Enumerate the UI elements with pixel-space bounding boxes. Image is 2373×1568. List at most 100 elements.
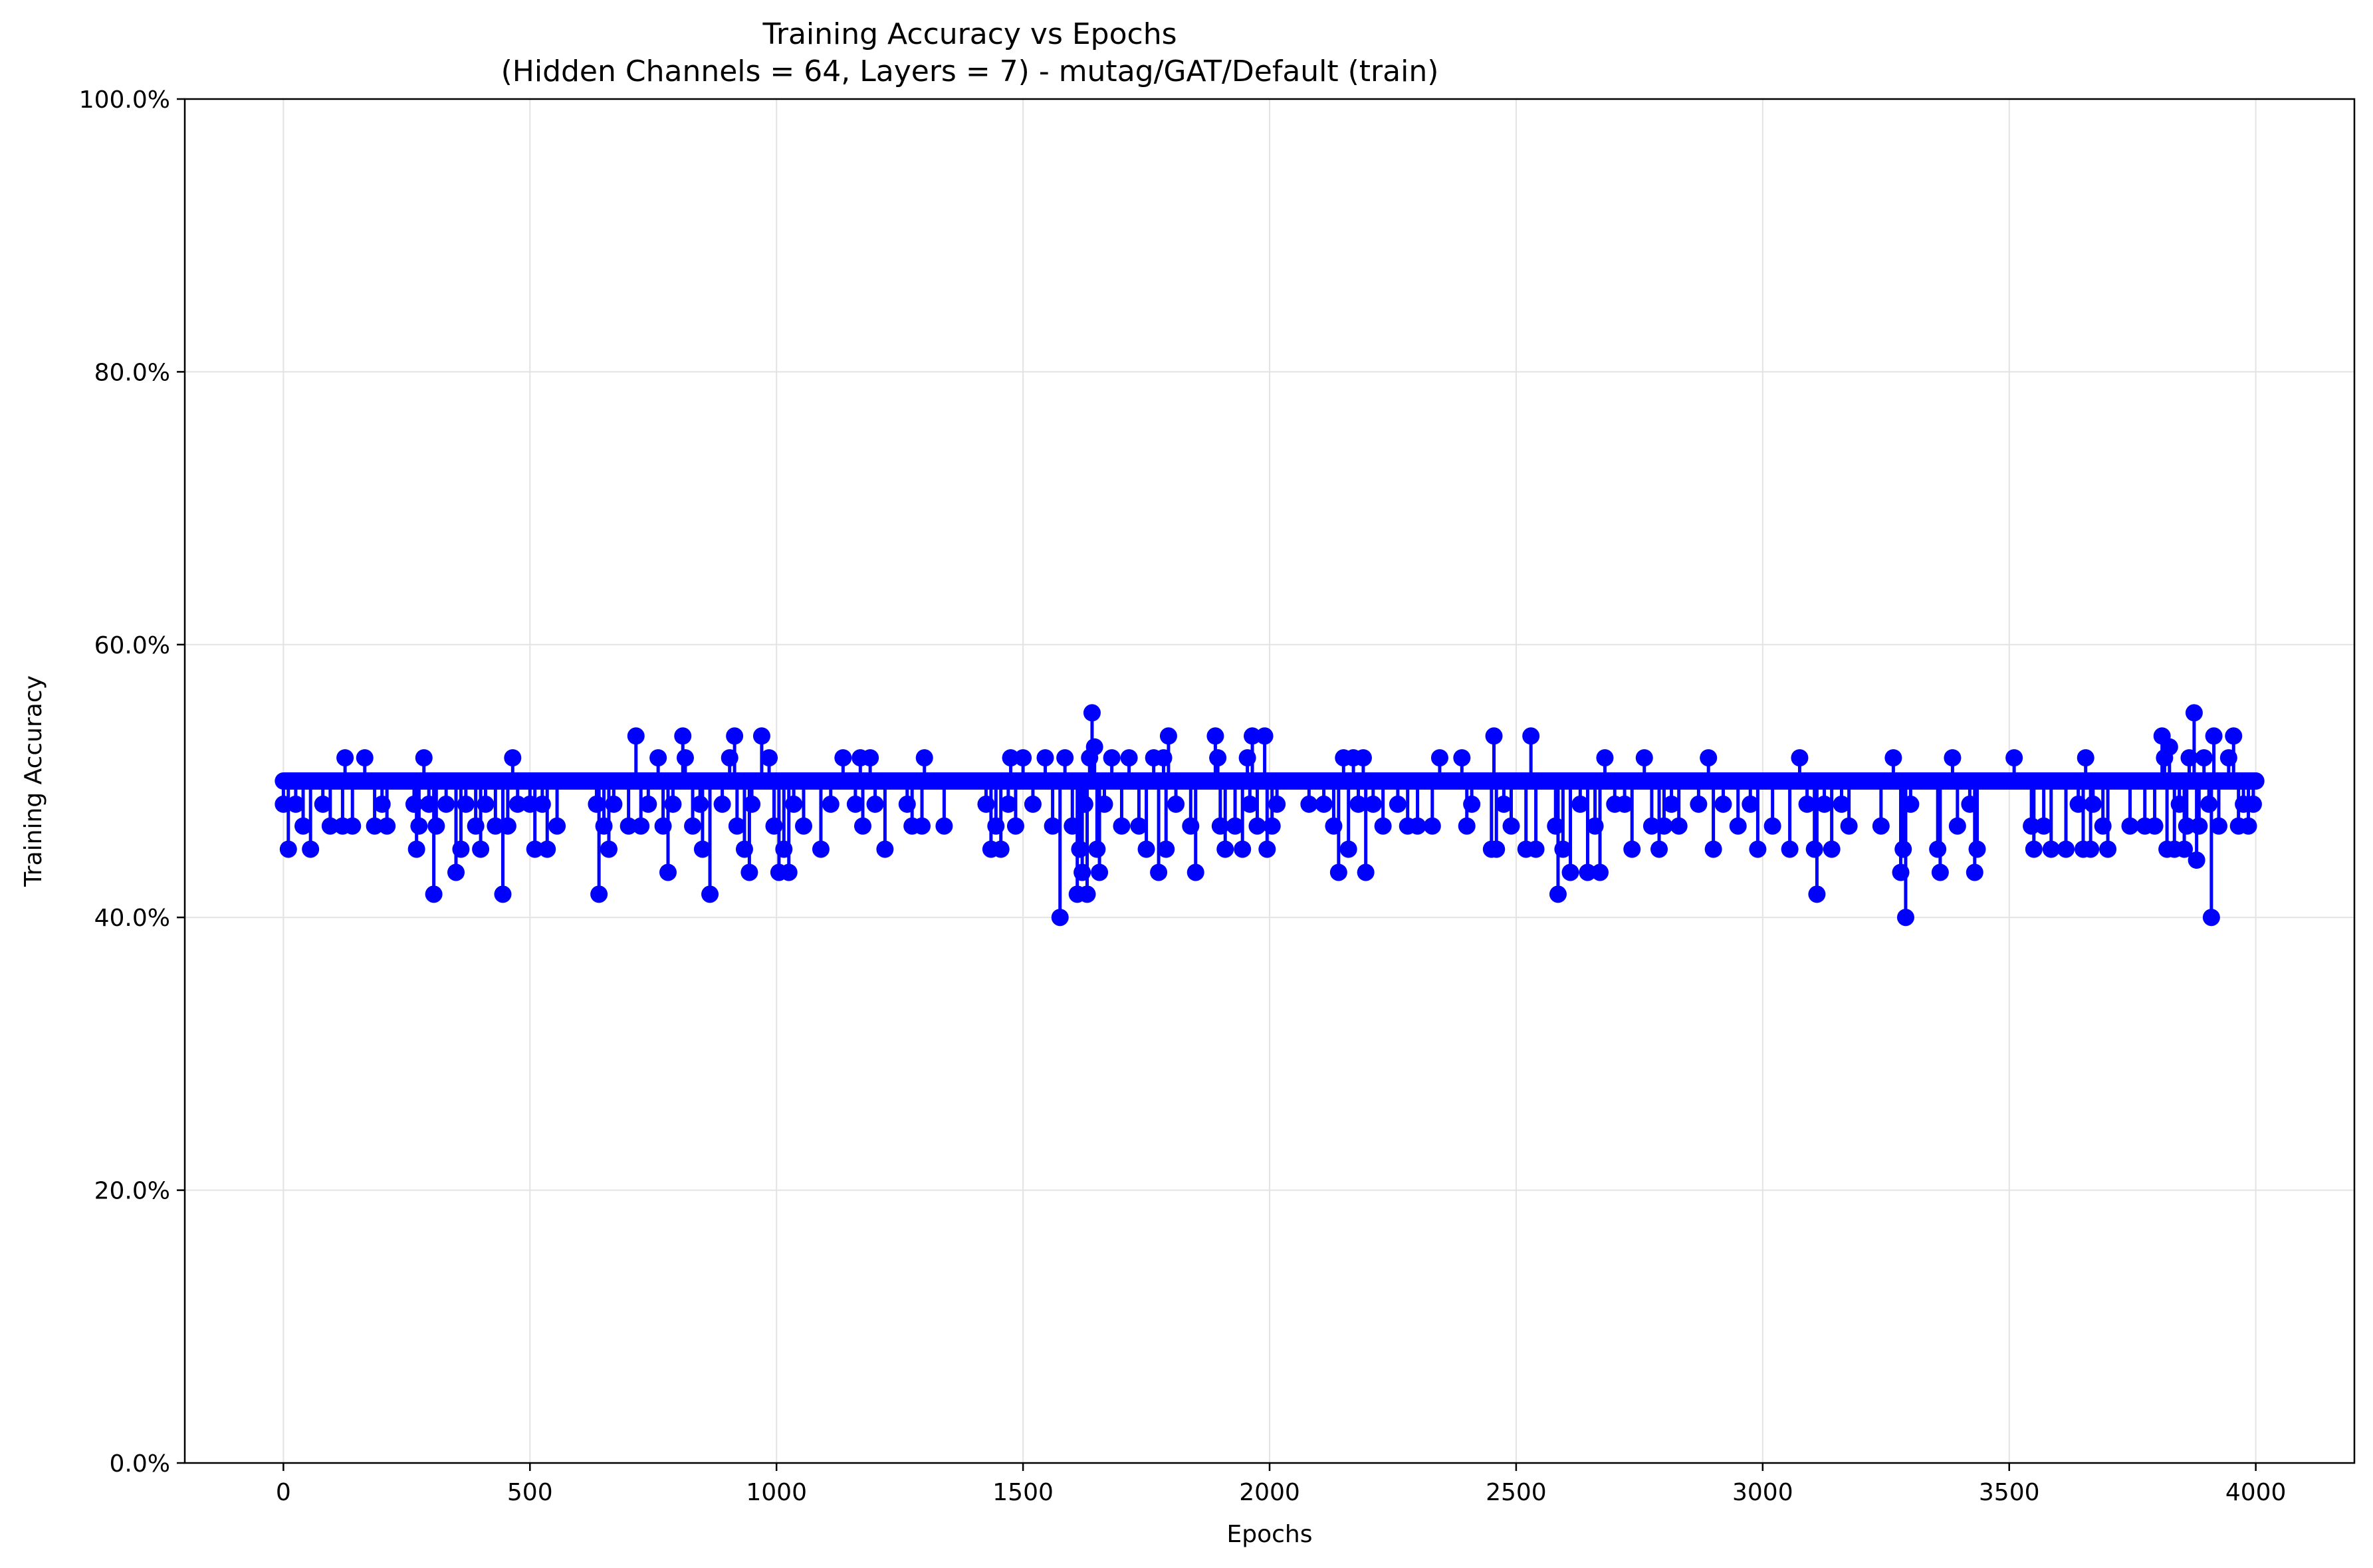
data-point <box>286 795 304 813</box>
x-tick-label: 3500 <box>1979 1479 2040 1506</box>
data-point <box>1642 817 1660 835</box>
data-point <box>1071 840 1089 858</box>
data-point <box>1453 749 1471 767</box>
data-point <box>1137 840 1155 858</box>
data-point <box>302 840 320 858</box>
x-tick-label: 2000 <box>1239 1479 1300 1506</box>
data-point <box>1211 817 1229 835</box>
data-point <box>1389 795 1407 813</box>
data-point <box>1157 840 1175 858</box>
data-point <box>427 817 445 835</box>
data-point <box>2146 817 2164 835</box>
y-tick-label: 60.0% <box>94 632 170 659</box>
data-point <box>595 817 613 835</box>
data-point <box>1206 727 1224 745</box>
data-point <box>275 795 292 813</box>
x-tick-label: 2500 <box>1486 1479 1547 1506</box>
data-point <box>1002 749 1020 767</box>
data-point <box>494 885 512 903</box>
data-point <box>1791 749 1809 767</box>
data-point <box>1159 727 1177 745</box>
data-point <box>627 727 645 745</box>
data-point <box>1781 840 1799 858</box>
data-point <box>405 795 423 813</box>
data-point <box>1662 795 1680 813</box>
data-point <box>812 840 830 858</box>
data-point <box>913 817 931 835</box>
x-tick-label: 0 <box>276 1479 291 1506</box>
data-point <box>1931 863 1949 881</box>
data-point <box>1409 817 1426 835</box>
data-point <box>538 840 556 858</box>
data-point <box>2190 817 2208 835</box>
data-point <box>1561 863 1579 881</box>
data-point <box>1244 727 1262 745</box>
data-point <box>740 863 758 881</box>
data-point <box>548 817 566 835</box>
data-point <box>477 795 495 813</box>
data-point <box>1113 817 1131 835</box>
y-tick-label: 100.0% <box>79 86 170 114</box>
data-point <box>1808 885 1826 903</box>
data-point <box>1495 795 1513 813</box>
data-point <box>294 817 312 835</box>
data-point <box>1268 795 1286 813</box>
chart-title: Training Accuracy vs Epochs <box>762 17 1177 51</box>
data-point <box>1547 817 1565 835</box>
data-point <box>1325 817 1343 835</box>
data-point <box>504 749 522 767</box>
data-point <box>2195 749 2213 767</box>
data-point <box>701 885 719 903</box>
data-point <box>356 749 374 767</box>
data-point <box>366 817 384 835</box>
data-point <box>1315 795 1333 813</box>
data-point <box>1714 795 1732 813</box>
data-point <box>1571 795 1589 813</box>
data-point <box>373 795 391 813</box>
y-tick-label: 20.0% <box>94 1178 170 1205</box>
data-point <box>437 795 455 813</box>
data-point <box>533 795 551 813</box>
data-point <box>425 885 443 903</box>
data-point <box>654 817 672 835</box>
data-point <box>854 817 871 835</box>
data-point <box>999 795 1017 813</box>
data-point <box>676 749 694 767</box>
data-point <box>1085 738 1103 756</box>
data-point <box>2244 795 2262 813</box>
data-point <box>1339 840 1357 858</box>
data-point <box>726 727 744 745</box>
data-point <box>1056 749 1074 767</box>
data-point <box>1968 840 1986 858</box>
data-point <box>410 817 428 835</box>
data-point <box>508 795 526 813</box>
data-point <box>1549 885 1567 903</box>
data-point <box>1258 840 1276 858</box>
data-point <box>2035 817 2053 835</box>
data-point <box>1091 863 1109 881</box>
data-point <box>1036 749 1054 767</box>
data-point <box>1226 817 1244 835</box>
data-point <box>1485 727 1503 745</box>
series-layer <box>275 704 2265 927</box>
data-point <box>1690 795 1708 813</box>
data-point <box>467 817 485 835</box>
data-point <box>693 840 711 858</box>
data-point <box>2084 795 2102 813</box>
data-point <box>2005 749 2023 767</box>
data-point <box>2077 749 2094 767</box>
data-point <box>691 795 709 813</box>
data-point <box>1704 840 1722 858</box>
data-point <box>344 817 362 835</box>
data-point <box>915 749 933 767</box>
data-point <box>639 795 657 813</box>
data-point <box>2178 817 2196 835</box>
data-point <box>487 817 505 835</box>
data-point <box>2239 817 2257 835</box>
chart-subtitle: (Hidden Channels = 64, Layers = 7) - mut… <box>501 55 1439 88</box>
data-point <box>1024 795 1042 813</box>
data-point <box>834 749 852 767</box>
data-point <box>1463 795 1481 813</box>
data-point <box>2180 749 2198 767</box>
data-point <box>1623 840 1641 858</box>
